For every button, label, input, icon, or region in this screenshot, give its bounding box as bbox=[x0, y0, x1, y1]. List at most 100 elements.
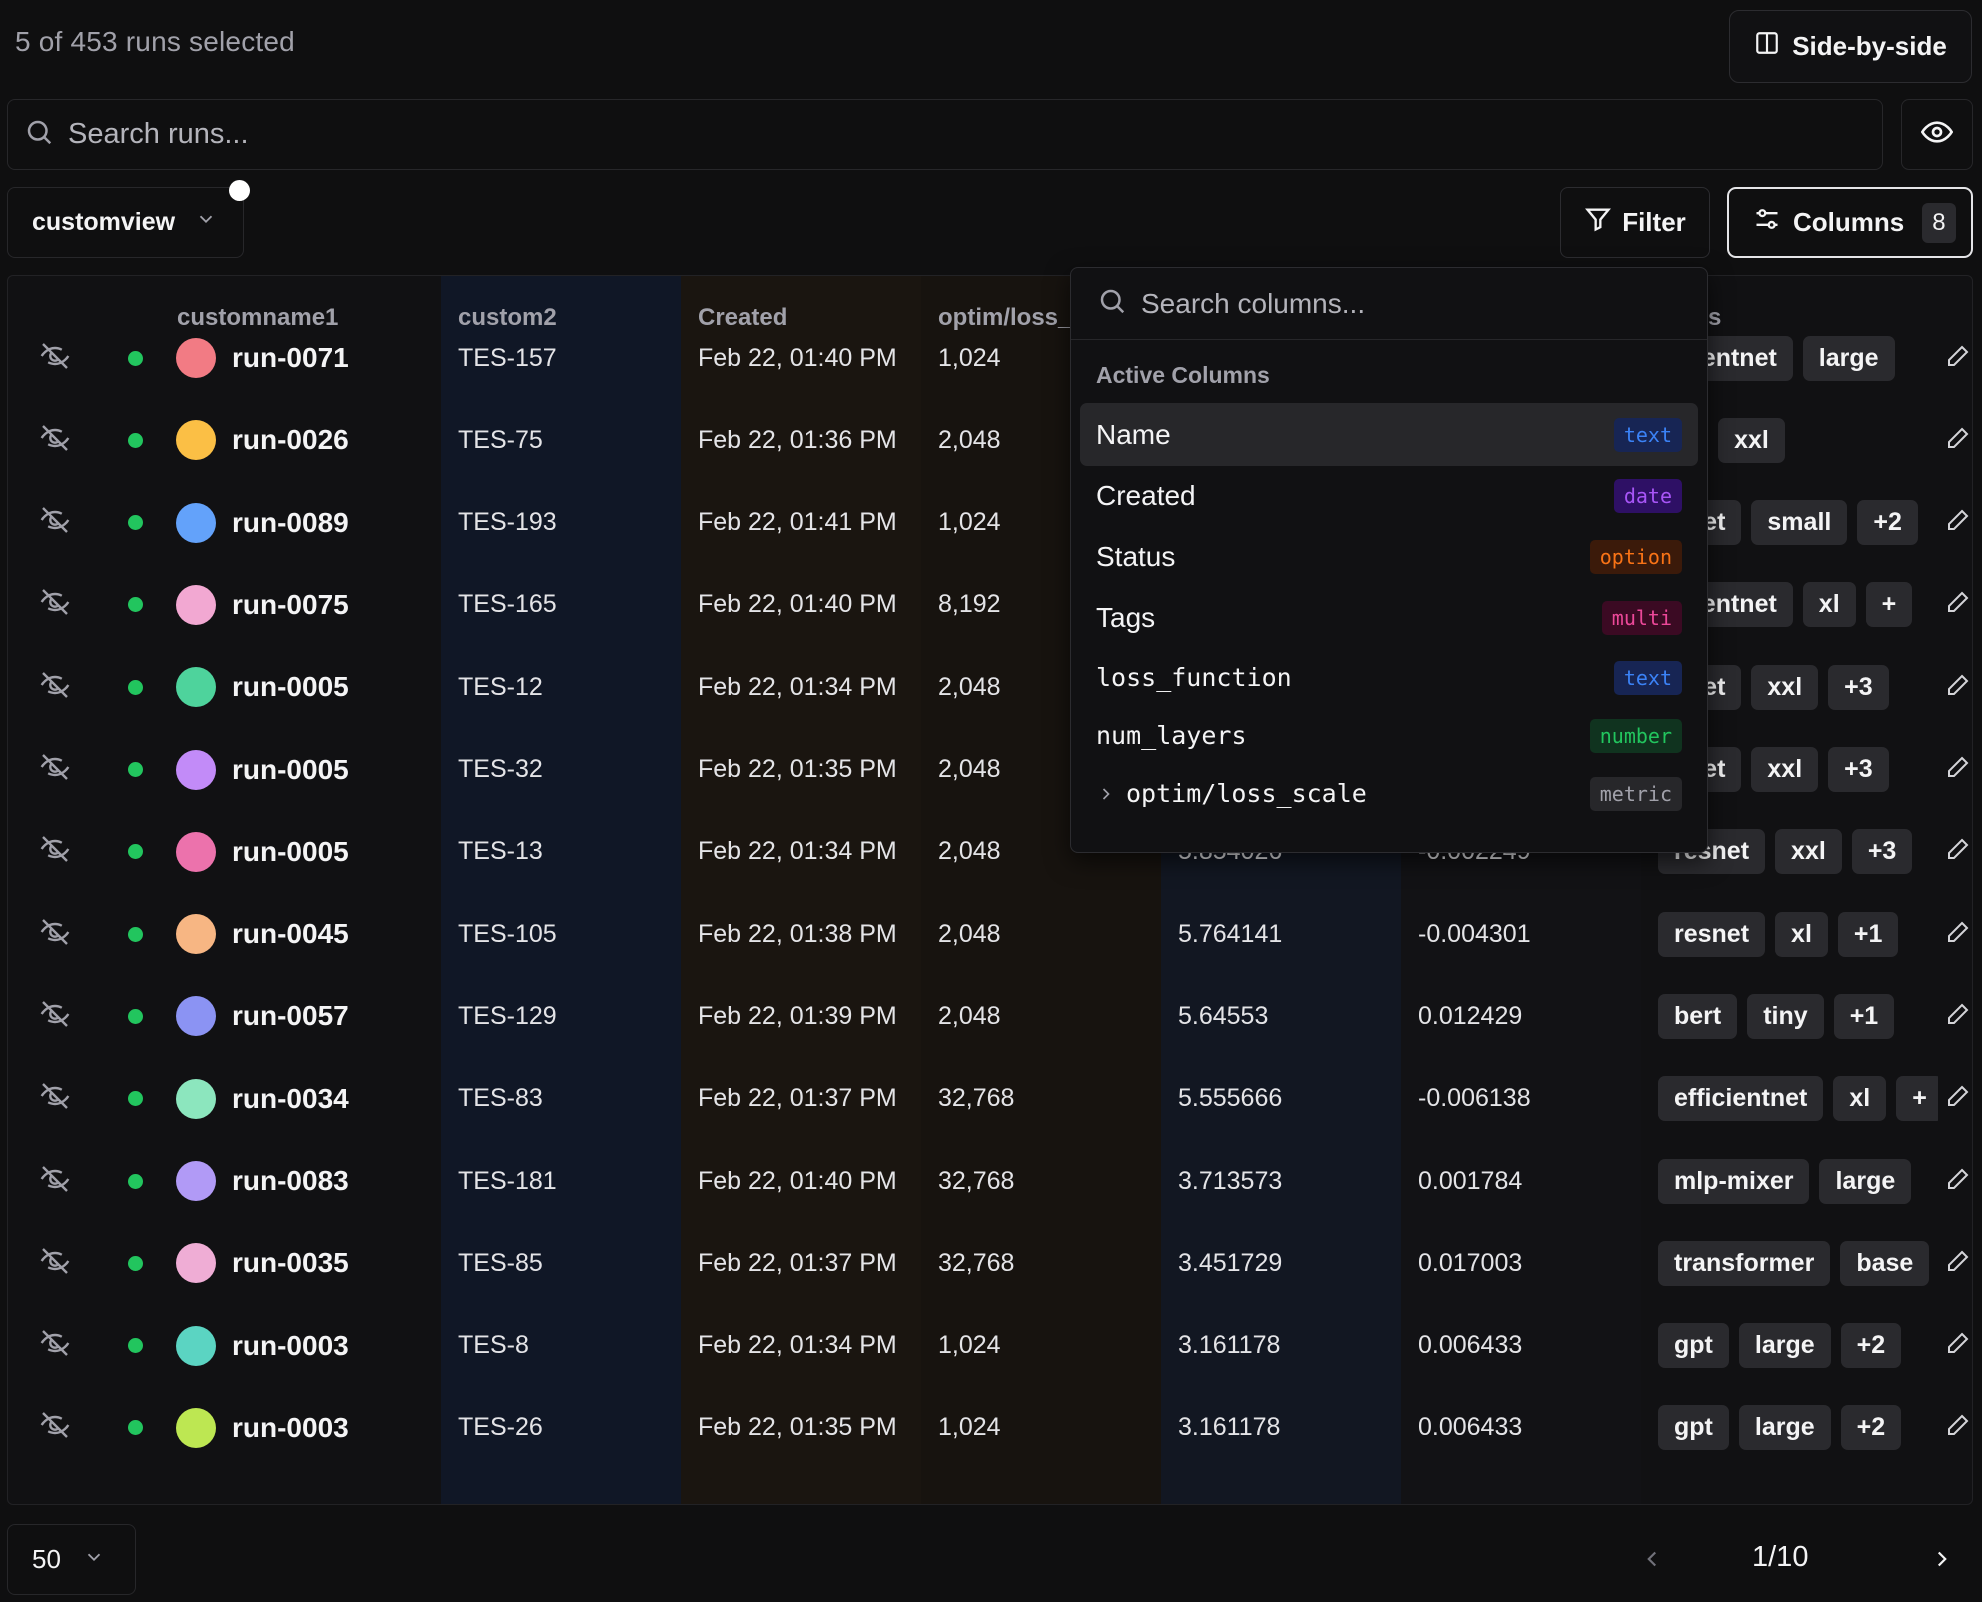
columns-button[interactable]: Columns 8 bbox=[1727, 187, 1973, 258]
view-selector[interactable]: customview bbox=[7, 187, 244, 258]
table-row[interactable]: run-0003 TES-26 Feb 22, 01:35 PM 1,024 3.161… bbox=[8, 1387, 1972, 1469]
edit-run-button[interactable] bbox=[1946, 564, 1972, 646]
column-item-name[interactable]: Name text bbox=[1080, 403, 1698, 466]
edit-run-button[interactable] bbox=[1946, 317, 1972, 399]
hide-run-button[interactable] bbox=[30, 1305, 80, 1387]
table-row[interactable]: run-0045 TES-105 Feb 22, 01:38 PM 2,048 5.76… bbox=[8, 893, 1972, 975]
search-input[interactable] bbox=[68, 118, 1768, 151]
hide-run-button[interactable] bbox=[30, 564, 80, 646]
edit-run-button[interactable] bbox=[1946, 646, 1972, 728]
header-created[interactable]: Created bbox=[698, 304, 788, 331]
tag-chip: +1 bbox=[1833, 993, 1895, 1039]
column-item-tags[interactable]: Tags multi bbox=[1080, 586, 1698, 649]
edit-run-button[interactable] bbox=[1946, 399, 1972, 481]
header-name[interactable]: customname1 bbox=[177, 304, 339, 331]
metric1-cell: 3.161178 bbox=[1178, 1331, 1281, 1360]
columns-label: Columns bbox=[1793, 207, 1905, 237]
tags-cell: bert tiny +1 bbox=[1658, 975, 1938, 1057]
edit-run-button[interactable] bbox=[1946, 975, 1972, 1057]
run-name-cell[interactable]: run-0045 bbox=[176, 893, 349, 975]
prev-page-button[interactable] bbox=[1632, 1541, 1672, 1581]
next-page-button[interactable] bbox=[1922, 1541, 1962, 1581]
hide-run-button[interactable] bbox=[30, 317, 80, 399]
search-bar[interactable] bbox=[7, 99, 1883, 170]
table-row[interactable]: run-0071 TES-157 Feb 22, 01:40 PM 1,024 icie… bbox=[8, 317, 1972, 399]
active-columns-heading: Active Columns bbox=[1096, 362, 1270, 388]
run-name: run-0005 bbox=[232, 671, 349, 703]
hide-run-button[interactable] bbox=[30, 399, 80, 481]
run-name-cell[interactable]: run-0026 bbox=[176, 399, 349, 481]
visibility-toggle-button[interactable] bbox=[1901, 99, 1973, 170]
table-row[interactable]: run-0035 TES-85 Feb 22, 01:37 PM 32,768 3.45… bbox=[8, 1222, 1972, 1304]
hide-run-button[interactable] bbox=[30, 646, 80, 728]
page-size-select[interactable]: 50 bbox=[7, 1524, 136, 1595]
page-indicator: 1/10 bbox=[1752, 1541, 1809, 1573]
tags-cell: transformer base bbox=[1658, 1222, 1938, 1304]
eye-off-icon bbox=[39, 998, 71, 1035]
column-item-loss-function[interactable]: loss_function text bbox=[1080, 646, 1698, 709]
column-item-optim-loss-scale[interactable]: optim/loss_scale metric bbox=[1080, 762, 1698, 825]
eye-off-icon bbox=[39, 1163, 71, 1200]
hide-run-button[interactable] bbox=[30, 729, 80, 811]
custom2-cell: TES-129 bbox=[458, 1001, 557, 1030]
run-name-cell[interactable]: run-0005 bbox=[176, 729, 349, 811]
table-row[interactable]: run-0034 TES-83 Feb 22, 01:37 PM 32,768 5.55… bbox=[8, 1058, 1972, 1140]
eye-off-icon bbox=[39, 916, 71, 953]
hide-run-button[interactable] bbox=[30, 893, 80, 975]
header-optim[interactable]: optim/loss_ bbox=[938, 304, 1072, 331]
run-name-cell[interactable]: run-0089 bbox=[176, 482, 349, 564]
side-by-side-button[interactable]: Side-by-side bbox=[1729, 10, 1972, 83]
run-name-cell[interactable]: run-0005 bbox=[176, 646, 349, 728]
pencil-icon bbox=[1946, 1002, 1970, 1031]
edit-run-button[interactable] bbox=[1946, 811, 1972, 893]
hide-run-button[interactable] bbox=[30, 1058, 80, 1140]
header-custom2[interactable]: custom2 bbox=[458, 304, 557, 331]
run-name-cell[interactable]: run-0003 bbox=[176, 1387, 349, 1469]
run-color-avatar bbox=[176, 749, 216, 790]
run-name-cell[interactable]: run-0071 bbox=[176, 317, 349, 399]
table-row[interactable]: run-0083 TES-181 Feb 22, 01:40 PM 32,768 3.7… bbox=[8, 1140, 1972, 1222]
hide-run-button[interactable] bbox=[30, 975, 80, 1057]
edit-run-button[interactable] bbox=[1946, 729, 1972, 811]
eye-off-icon bbox=[39, 833, 71, 870]
column-search-bar[interactable] bbox=[1071, 268, 1707, 340]
column-search-input[interactable] bbox=[1141, 287, 1661, 320]
table-row[interactable]: run-0003 TES-8 Feb 22, 01:34 PM 1,024 3.1611… bbox=[8, 1305, 1972, 1387]
header-tags[interactable]: s bbox=[1708, 304, 1722, 331]
hide-run-button[interactable] bbox=[30, 1140, 80, 1222]
table-row[interactable]: run-0089 TES-193 Feb 22, 01:41 PM 1,024 snet… bbox=[8, 482, 1972, 564]
hide-run-button[interactable] bbox=[30, 811, 80, 893]
run-color-avatar bbox=[176, 996, 216, 1037]
edit-run-button[interactable] bbox=[1946, 1387, 1972, 1469]
status-dot bbox=[127, 597, 143, 613]
table-row[interactable]: run-0057 TES-129 Feb 22, 01:39 PM 2,048 5.64… bbox=[8, 975, 1972, 1057]
hide-run-button[interactable] bbox=[30, 1222, 80, 1304]
hide-run-button[interactable] bbox=[30, 1387, 80, 1469]
run-name-cell[interactable]: run-0034 bbox=[176, 1058, 349, 1140]
filter-button[interactable]: Filter bbox=[1560, 187, 1710, 258]
edit-run-button[interactable] bbox=[1946, 1305, 1972, 1387]
created-cell: Feb 22, 01:37 PM bbox=[698, 1084, 897, 1113]
run-name-cell[interactable]: run-0035 bbox=[176, 1222, 349, 1304]
edit-run-button[interactable] bbox=[1946, 1222, 1972, 1304]
run-name-cell[interactable]: run-0003 bbox=[176, 1305, 349, 1387]
optim-cell: 1,024 bbox=[938, 1413, 1001, 1442]
status-cell bbox=[120, 482, 150, 564]
run-name-cell[interactable]: run-0075 bbox=[176, 564, 349, 646]
column-item-created[interactable]: Created date bbox=[1080, 464, 1698, 527]
column-item-status[interactable]: Status option bbox=[1080, 525, 1698, 588]
edit-run-button[interactable] bbox=[1946, 893, 1972, 975]
tag-chip: +3 bbox=[1828, 664, 1889, 710]
chevron-right-icon[interactable] bbox=[1096, 784, 1116, 804]
run-name-cell[interactable]: run-0057 bbox=[176, 975, 349, 1057]
edit-run-button[interactable] bbox=[1946, 482, 1972, 564]
edit-run-button[interactable] bbox=[1946, 1058, 1972, 1140]
edit-run-button[interactable] bbox=[1946, 1140, 1972, 1222]
run-name-cell[interactable]: run-0083 bbox=[176, 1140, 349, 1222]
column-item-num-layers[interactable]: num_layers number bbox=[1080, 704, 1698, 767]
status-dot bbox=[127, 515, 143, 531]
run-name-cell[interactable]: run-0005 bbox=[176, 811, 349, 893]
metric1-cell: 3.451729 bbox=[1178, 1248, 1283, 1277]
hide-run-button[interactable] bbox=[30, 482, 80, 564]
